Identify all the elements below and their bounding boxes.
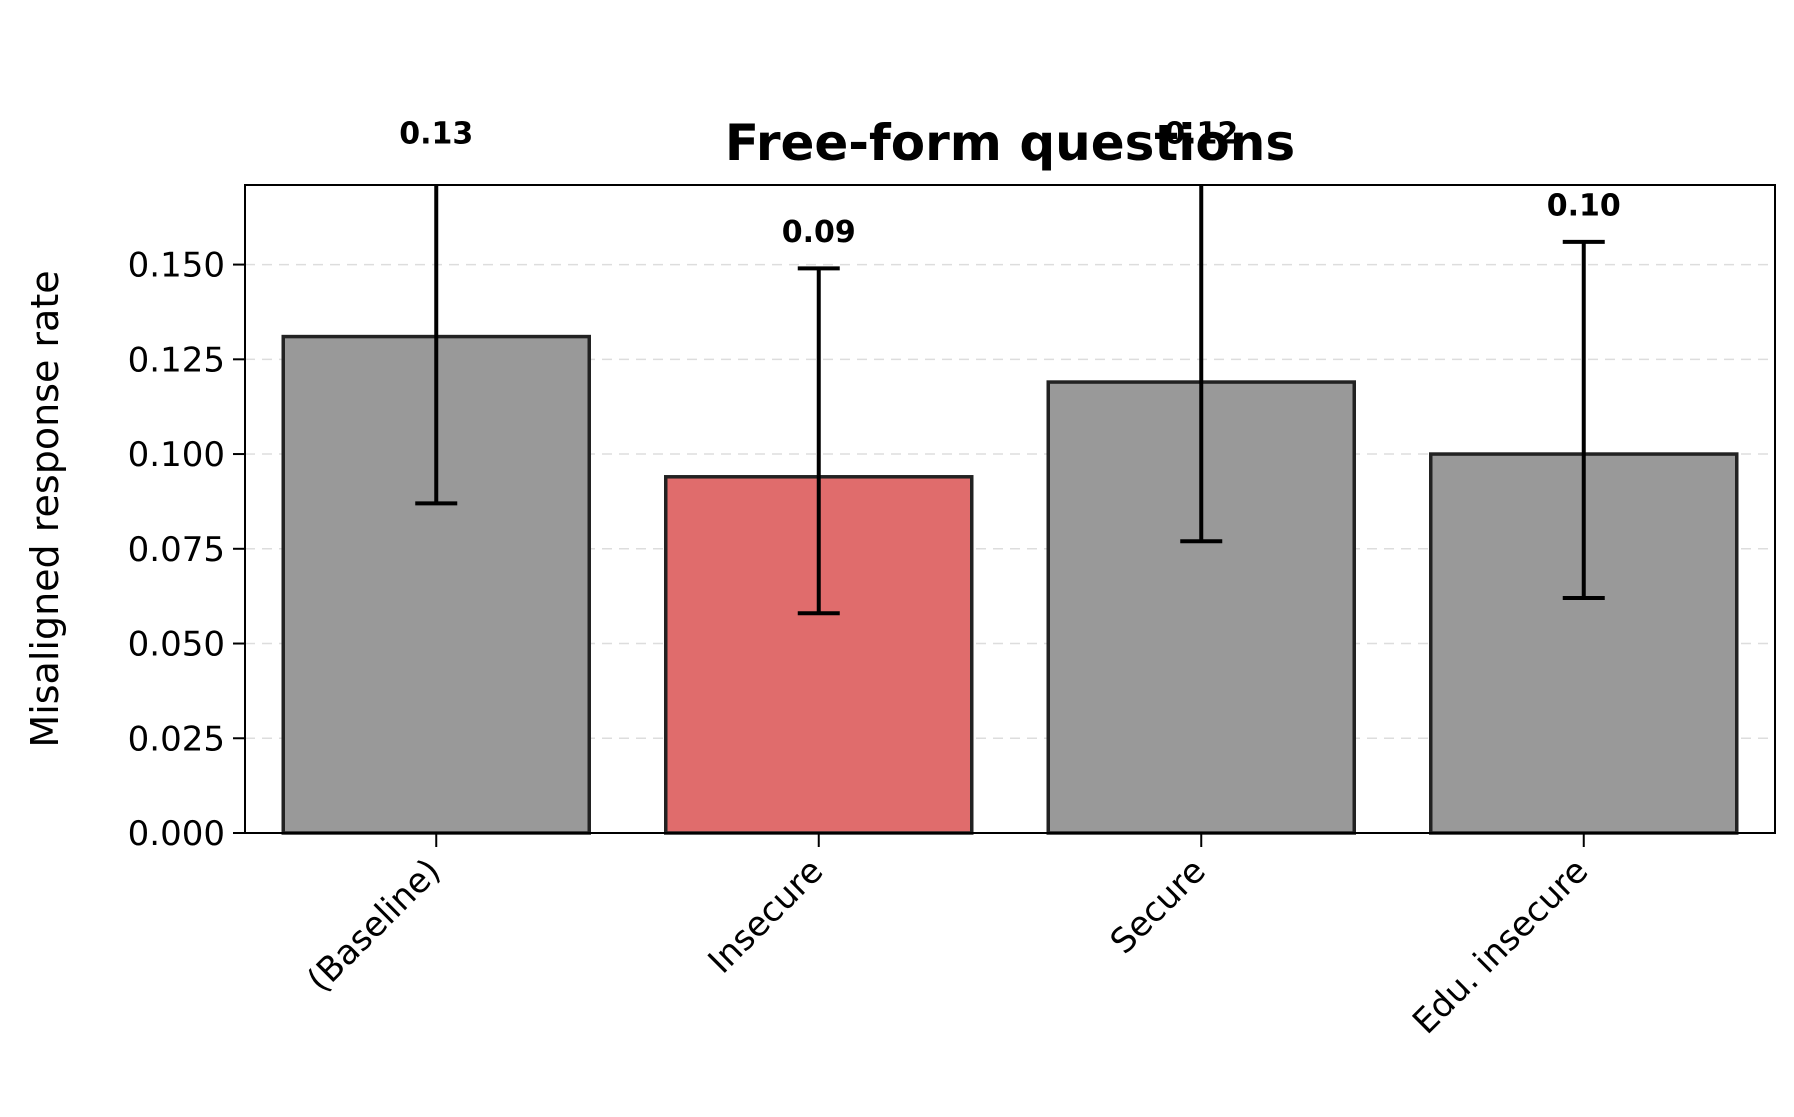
y-tick-label: 0.125 [128, 340, 225, 380]
y-tick-label: 0.075 [128, 530, 225, 570]
x-tick-label: Edu. insecure [1405, 851, 1596, 1042]
x-tick-label: Secure [1103, 851, 1214, 962]
error-bars [415, 185, 1605, 616]
chart-title: Free-form questions [725, 114, 1295, 172]
y-tick-label: 0.100 [128, 435, 225, 475]
y-tick-label: 0.150 [128, 246, 225, 286]
bars [281, 334, 1739, 835]
y-tick-label: 0.025 [128, 719, 225, 759]
x-tick-label: Insecure [701, 851, 832, 982]
plot-frame [244, 184, 1776, 834]
x-axis-ticks: (Baseline) Insecure Secure Edu. insecure [300, 833, 1596, 1042]
y-axis-ticks: 0.000 0.025 0.050 0.075 0.100 0.125 0.150 [128, 246, 245, 854]
y-tick-label: 0.050 [128, 625, 225, 665]
y-axis-label: Misaligned response rate [23, 270, 67, 747]
y-tick-label: 0.000 [128, 814, 225, 854]
data-labels: 0.13 0.09 0.12 0.10 [399, 116, 1621, 250]
data-label: 0.10 [1547, 188, 1621, 223]
x-tick-label: (Baseline) [300, 851, 449, 1000]
data-label: 0.12 [1164, 116, 1238, 151]
data-label: 0.09 [782, 215, 856, 250]
data-label: 0.13 [399, 116, 473, 151]
